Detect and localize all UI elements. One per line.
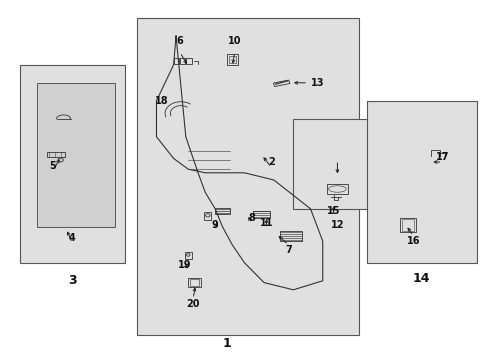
- Bar: [47, 152, 65, 157]
- Text: 16: 16: [406, 236, 419, 246]
- Text: 8: 8: [248, 213, 255, 223]
- Bar: [326, 184, 347, 194]
- Bar: [173, 58, 179, 64]
- Text: 5: 5: [49, 161, 56, 171]
- Bar: [190, 279, 199, 286]
- Text: 17: 17: [435, 152, 448, 162]
- Bar: [204, 212, 211, 220]
- Bar: [184, 252, 191, 259]
- Bar: [188, 278, 201, 287]
- Text: 4: 4: [69, 233, 76, 243]
- Bar: [215, 208, 229, 213]
- Bar: [273, 80, 289, 86]
- Bar: [366, 101, 476, 263]
- Text: 3: 3: [68, 274, 77, 287]
- Bar: [293, 119, 386, 209]
- Text: 13: 13: [310, 78, 324, 88]
- Text: 7: 7: [285, 245, 291, 255]
- Text: 1: 1: [223, 337, 231, 350]
- Bar: [185, 58, 191, 64]
- Bar: [280, 231, 301, 241]
- Bar: [20, 65, 124, 263]
- Text: 20: 20: [186, 299, 200, 309]
- Text: 19: 19: [178, 260, 191, 270]
- Bar: [180, 58, 185, 64]
- Text: 14: 14: [412, 273, 429, 285]
- Bar: [137, 18, 359, 335]
- Bar: [252, 211, 270, 218]
- Bar: [37, 83, 115, 227]
- Bar: [228, 55, 235, 63]
- Text: 15: 15: [326, 206, 340, 216]
- Text: 2: 2: [267, 157, 274, 167]
- Bar: [400, 218, 415, 232]
- Text: 11: 11: [259, 218, 273, 228]
- Text: 12: 12: [330, 220, 344, 230]
- Text: 9: 9: [211, 220, 218, 230]
- Text: 18: 18: [154, 96, 168, 106]
- Bar: [226, 54, 237, 64]
- Bar: [401, 219, 414, 231]
- Text: 10: 10: [227, 36, 241, 46]
- Text: 6: 6: [176, 36, 183, 46]
